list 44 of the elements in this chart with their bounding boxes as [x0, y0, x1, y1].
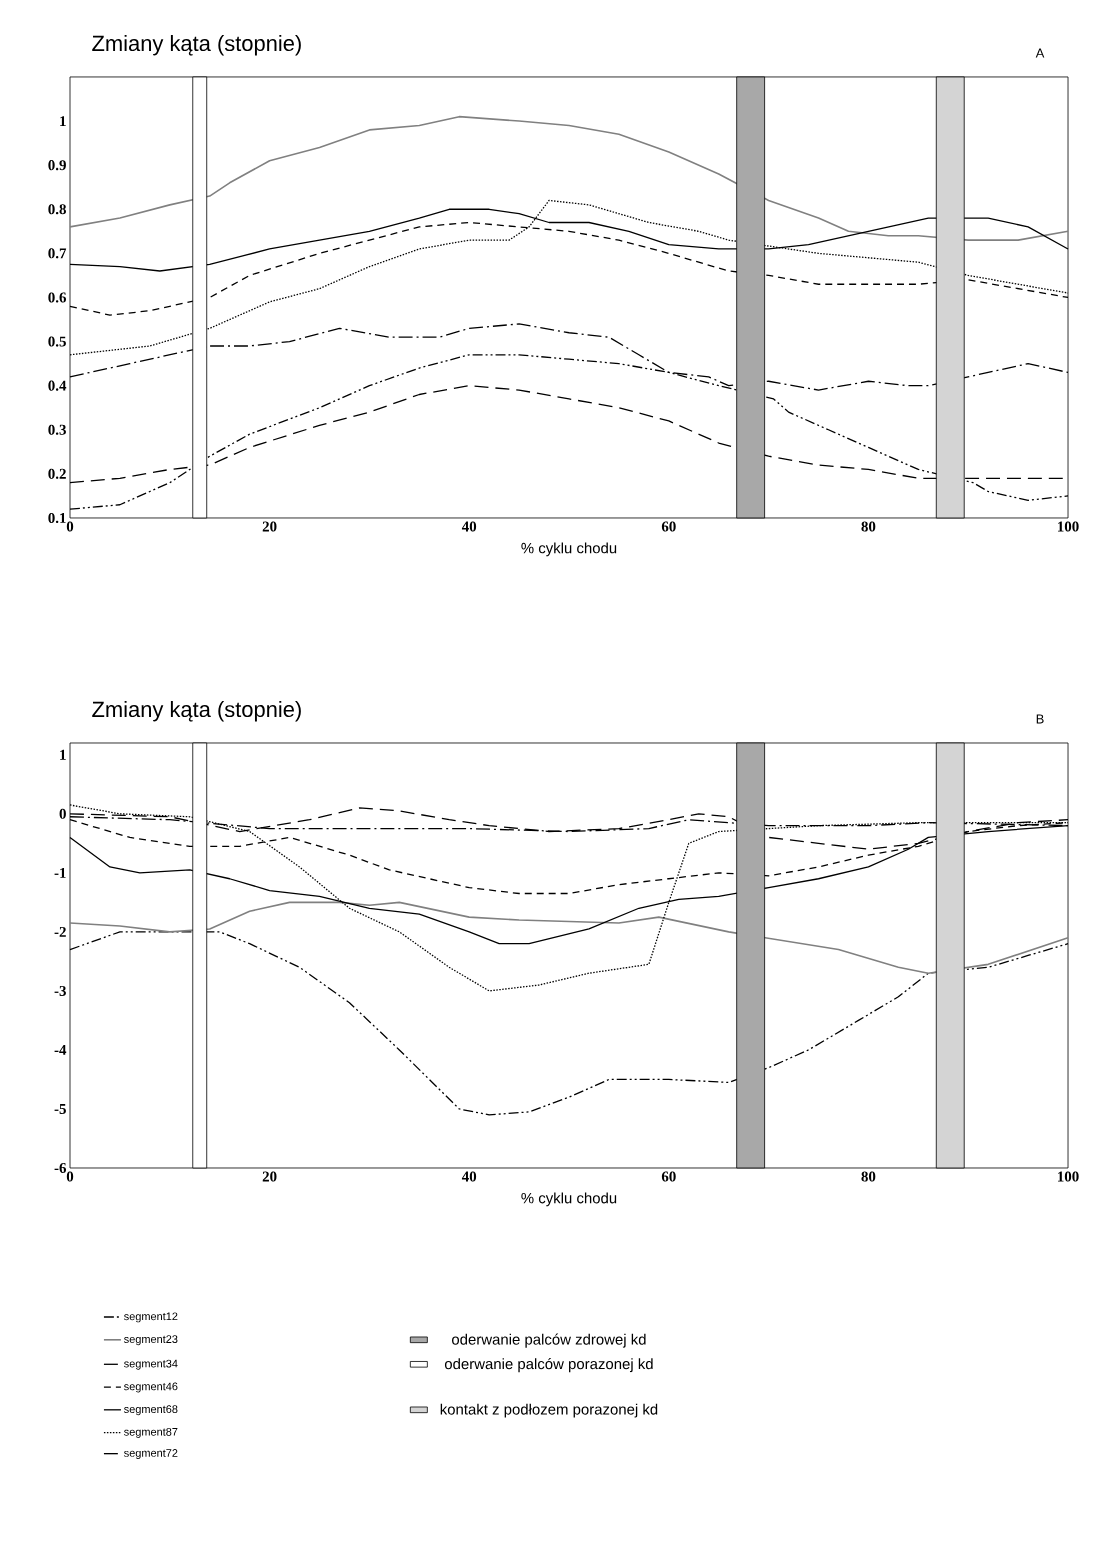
y-tick-label: 0.4 — [48, 380, 67, 391]
y-tick-label: -5 — [54, 1104, 66, 1114]
legend-label: segment68 — [124, 1405, 178, 1416]
y-tick-label: 0.9 — [48, 160, 66, 171]
legend-label: oderwanie palców zdrowej kd — [452, 1333, 646, 1348]
y-tick-label: 0 — [59, 808, 66, 819]
chart-title: Zmiany kąta (stopnie) — [92, 701, 301, 722]
legend-label: segment72 — [124, 1449, 178, 1460]
y-tick-label: 0.1 — [48, 512, 66, 524]
x-tick-label: 40 — [461, 521, 477, 532]
x-tick-label: 20 — [262, 1171, 277, 1182]
x-tick-label: 80 — [861, 521, 876, 532]
y-tick-label: -6 — [54, 1162, 67, 1174]
x-tick-label: 20 — [262, 521, 277, 532]
x-tick-label: 80 — [861, 1171, 876, 1182]
text: B — [1036, 714, 1044, 724]
y-tick-label: 1 — [60, 749, 66, 760]
x-tick-label: 60 — [661, 1171, 676, 1182]
text: A — [1035, 48, 1045, 58]
x-axis-title: % cyklu chodu — [521, 542, 617, 557]
y-tick-label: 0.6 — [48, 292, 67, 303]
x-tick-label: 60 — [661, 521, 676, 532]
legend-label: oderwanie palców porazonej kd — [444, 1358, 653, 1373]
x-axis-title: % cyklu chodu — [521, 1192, 617, 1207]
y-tick-label: 0.5 — [48, 336, 66, 347]
y-tick-label: 0.3 — [48, 424, 66, 435]
legend-label: segment87 — [124, 1427, 178, 1438]
y-tick-label: 0.7 — [48, 248, 67, 259]
x-tick-label: 100 — [1058, 1171, 1079, 1182]
legend-label: segment23 — [124, 1335, 178, 1346]
y-tick-label: 0.8 — [48, 204, 66, 215]
y-tick-label: -2 — [54, 926, 66, 937]
legend-label: segment34 — [124, 1359, 178, 1370]
legend-label: segment46 — [124, 1382, 178, 1393]
y-tick-label: -3 — [54, 985, 66, 996]
legend-label: segment12 — [124, 1312, 178, 1323]
y-tick-label: 1 — [60, 116, 66, 126]
y-tick-label: -1 — [54, 867, 66, 878]
y-tick-label: -4 — [54, 1045, 67, 1055]
y-tick-label: 0.2 — [48, 468, 66, 479]
legend-label: kontakt z podłozem porazonej kd — [440, 1403, 658, 1418]
x-tick-label: 100 — [1058, 521, 1079, 532]
chart-title: Zmiany kąta (stopnie) — [92, 35, 301, 56]
x-tick-label: 40 — [461, 1171, 477, 1182]
